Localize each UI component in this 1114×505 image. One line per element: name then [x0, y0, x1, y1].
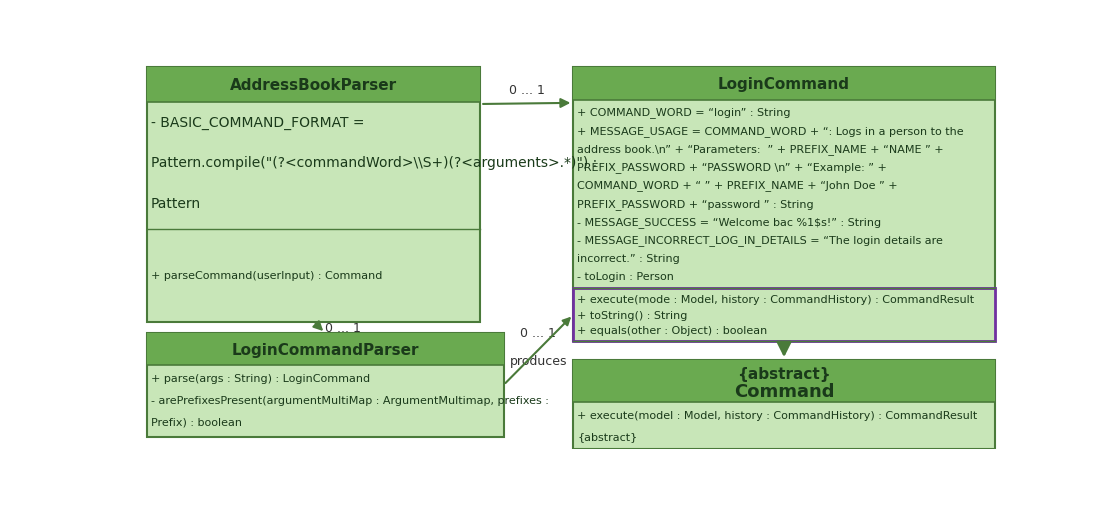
- Text: Pattern: Pattern: [150, 196, 201, 210]
- Bar: [574, 360, 995, 402]
- Text: AddressBookParser: AddressBookParser: [231, 78, 398, 93]
- Text: - MESSAGE_SUCCESS = “Welcome bac %1$s!” : String: - MESSAGE_SUCCESS = “Welcome bac %1$s!” …: [577, 217, 881, 227]
- Text: COMMAND_WORD + “ ” + PREFIX_NAME + “John Doe ” +: COMMAND_WORD + “ ” + PREFIX_NAME + “John…: [577, 180, 898, 191]
- Text: + COMMAND_WORD = “login” : String: + COMMAND_WORD = “login” : String: [577, 107, 791, 118]
- Bar: [574, 360, 995, 449]
- Bar: [574, 68, 995, 100]
- Text: {abstract}: {abstract}: [737, 367, 831, 382]
- Text: LoginCommandParser: LoginCommandParser: [232, 342, 419, 357]
- Bar: [574, 289, 995, 341]
- Text: + parseCommand(userInput) : Command: + parseCommand(userInput) : Command: [150, 271, 382, 281]
- Text: Command: Command: [734, 382, 834, 400]
- Bar: [147, 68, 480, 322]
- Bar: [147, 68, 480, 103]
- Text: incorrect.” : String: incorrect.” : String: [577, 254, 680, 263]
- Text: - toLogin : Person: - toLogin : Person: [577, 272, 674, 281]
- Text: produces: produces: [509, 354, 567, 367]
- Bar: [147, 333, 504, 366]
- Text: Prefix) : boolean: Prefix) : boolean: [150, 417, 242, 427]
- Text: PREFIX_PASSWORD + “password ” : String: PREFIX_PASSWORD + “password ” : String: [577, 198, 813, 209]
- Text: - BASIC_COMMAND_FORMAT =: - BASIC_COMMAND_FORMAT =: [150, 116, 364, 130]
- Text: 0 ... 1: 0 ... 1: [509, 83, 545, 96]
- Bar: [574, 68, 995, 341]
- Text: {abstract}: {abstract}: [577, 431, 637, 441]
- Text: 0 ... 1: 0 ... 1: [520, 326, 556, 339]
- Text: - arePrefixesPresent(argumentMultiMap : ArgumentMultimap, prefixes :: - arePrefixesPresent(argumentMultiMap : …: [150, 395, 549, 405]
- Text: address book.\n” + “Parameters:  ” + PREFIX_NAME + “NAME ” +: address book.\n” + “Parameters: ” + PREF…: [577, 143, 944, 155]
- Text: + parse(args : String) : LoginCommand: + parse(args : String) : LoginCommand: [150, 373, 370, 383]
- Text: + execute(model : Model, history : CommandHistory) : CommandResult: + execute(model : Model, history : Comma…: [577, 410, 977, 420]
- Text: + toString() : String: + toString() : String: [577, 310, 687, 320]
- Text: LoginCommand: LoginCommand: [719, 77, 850, 92]
- Text: - MESSAGE_INCORRECT_LOG_IN_DETAILS = “The login details are: - MESSAGE_INCORRECT_LOG_IN_DETAILS = “Th…: [577, 235, 942, 245]
- Bar: [147, 333, 504, 437]
- Text: + MESSAGE_USAGE = COMMAND_WORD + “: Logs in a person to the: + MESSAGE_USAGE = COMMAND_WORD + “: Logs…: [577, 125, 964, 136]
- Text: + execute(mode : Model, history : CommandHistory) : CommandResult: + execute(mode : Model, history : Comman…: [577, 294, 975, 304]
- Text: + equals(other : Object) : boolean: + equals(other : Object) : boolean: [577, 326, 768, 336]
- Text: 0 ... 1: 0 ... 1: [325, 321, 361, 334]
- Text: Pattern.compile("(?<commandWord>\\S+)(?<arguments>.*)") :: Pattern.compile("(?<commandWord>\\S+)(?<…: [150, 156, 597, 170]
- Text: PREFIX_PASSWORD + “PASSWORD \n” + “Example: ” +: PREFIX_PASSWORD + “PASSWORD \n” + “Examp…: [577, 162, 887, 173]
